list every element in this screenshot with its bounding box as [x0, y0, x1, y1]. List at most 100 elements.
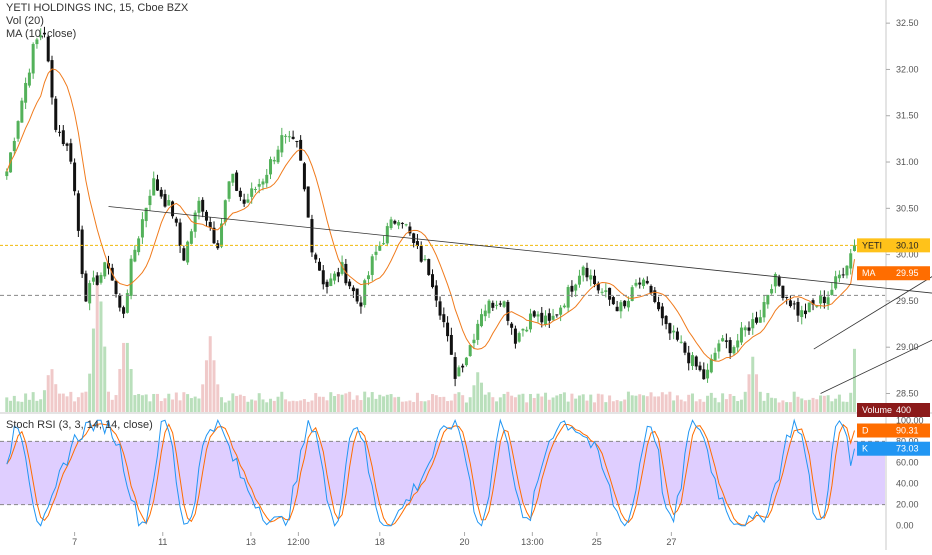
- candle: [321, 270, 325, 285]
- trendline-channel-upper[interactable]: [813, 204, 932, 350]
- volume-bar: [393, 397, 397, 412]
- volume-bar: [822, 395, 826, 412]
- candle: [325, 281, 329, 287]
- volume-bar: [208, 336, 212, 412]
- volume-bar: [762, 400, 766, 412]
- candle: [242, 199, 246, 204]
- badge-yeti[interactable]: YETI 30.10: [857, 238, 930, 253]
- candle: [133, 249, 137, 262]
- badge-ma[interactable]: MA 29.95: [857, 266, 930, 281]
- ma-line: [6, 68, 855, 362]
- volume-bar: [204, 360, 208, 412]
- volume-bar: [73, 401, 77, 412]
- trendline-channel-lower[interactable]: [820, 296, 932, 394]
- candle: [536, 314, 540, 317]
- candle: [540, 312, 544, 323]
- badge-volume-value: 400: [896, 405, 911, 415]
- volume-bar: [201, 384, 205, 412]
- volume-bar: [431, 394, 435, 412]
- candle: [755, 317, 759, 323]
- stoch-band: [0, 441, 885, 505]
- indicator-ma[interactable]: MA (10, close): [6, 28, 77, 40]
- x-tick-label: 20: [460, 537, 470, 547]
- candle: [660, 306, 664, 319]
- candle: [201, 199, 205, 212]
- volume-bar: [310, 400, 314, 412]
- volume-bar: [634, 395, 638, 412]
- volume-bar: [800, 398, 804, 412]
- candle: [238, 190, 242, 197]
- stoch-title[interactable]: Stoch RSI (3, 3, 14, 14, close): [6, 419, 153, 431]
- candle: [495, 304, 499, 306]
- candle: [822, 296, 826, 304]
- volume-bar: [374, 398, 378, 412]
- candle: [408, 226, 412, 234]
- volume-bar: [272, 400, 276, 412]
- volume-bar: [95, 283, 99, 412]
- volume-bar: [295, 401, 299, 412]
- volume-bar: [58, 393, 62, 412]
- volume-bar: [378, 394, 382, 412]
- candle: [359, 302, 363, 307]
- volume-bar: [645, 396, 649, 412]
- candle: [163, 194, 167, 207]
- volume-bar: [664, 394, 668, 412]
- candle: [743, 327, 747, 331]
- price-tick-label: 30.00: [896, 250, 919, 260]
- volume-bar: [657, 396, 661, 412]
- badge-yeti-value: 30.10: [896, 240, 919, 250]
- candle: [250, 188, 254, 197]
- volume-bar: [604, 402, 608, 412]
- volume-bar: [830, 401, 834, 412]
- candle: [265, 174, 269, 184]
- candle: [370, 256, 374, 275]
- price-tick-label: 30.50: [896, 203, 919, 213]
- volume-bar: [751, 356, 755, 412]
- candle: [58, 131, 62, 133]
- candle: [736, 340, 740, 348]
- volume-bar: [600, 394, 604, 412]
- trendline-descending[interactable]: [108, 206, 932, 302]
- candle: [212, 227, 216, 244]
- candle: [608, 287, 612, 300]
- volume-bar: [148, 401, 152, 412]
- candle: [574, 284, 578, 291]
- candle: [91, 277, 95, 282]
- volume-bar: [739, 399, 743, 412]
- candle: [706, 369, 710, 379]
- badge-stoch-k[interactable]: K 73.03: [857, 441, 930, 456]
- volume-bar: [491, 397, 495, 412]
- stoch-tick-label: 20.00: [896, 500, 919, 510]
- volume-bar: [42, 390, 46, 412]
- volume-layer: [5, 283, 856, 412]
- candle: [796, 301, 800, 316]
- volume-bar: [845, 401, 849, 412]
- volume-bar: [174, 392, 178, 412]
- candle: [24, 82, 28, 103]
- volume-bar: [649, 392, 653, 412]
- candle: [630, 287, 634, 301]
- indicator-volume[interactable]: Vol (20): [6, 15, 44, 27]
- badge-volume-bg: [857, 403, 930, 417]
- candle: [623, 300, 627, 307]
- badge-volume[interactable]: Volume 400: [857, 403, 930, 417]
- candle: [773, 274, 777, 287]
- candle: [777, 276, 781, 286]
- candle: [167, 200, 171, 206]
- volume-bar: [114, 395, 118, 412]
- candle: [351, 287, 355, 292]
- candle: [717, 343, 721, 352]
- volume-bar: [284, 399, 288, 412]
- symbol-title[interactable]: YETI HOLDINGS INC, 15, Cboe BZX: [6, 2, 189, 14]
- candle: [314, 254, 318, 260]
- badge-stoch-d[interactable]: D 90.31: [857, 423, 930, 438]
- x-tick-label: 27: [666, 537, 676, 547]
- volume-bar: [186, 394, 190, 412]
- volume-bar: [532, 397, 536, 412]
- volume-bar: [713, 397, 717, 412]
- volume-bar: [242, 396, 246, 412]
- candle: [152, 178, 156, 196]
- volume-bar: [348, 391, 352, 412]
- volume-bar: [385, 394, 389, 412]
